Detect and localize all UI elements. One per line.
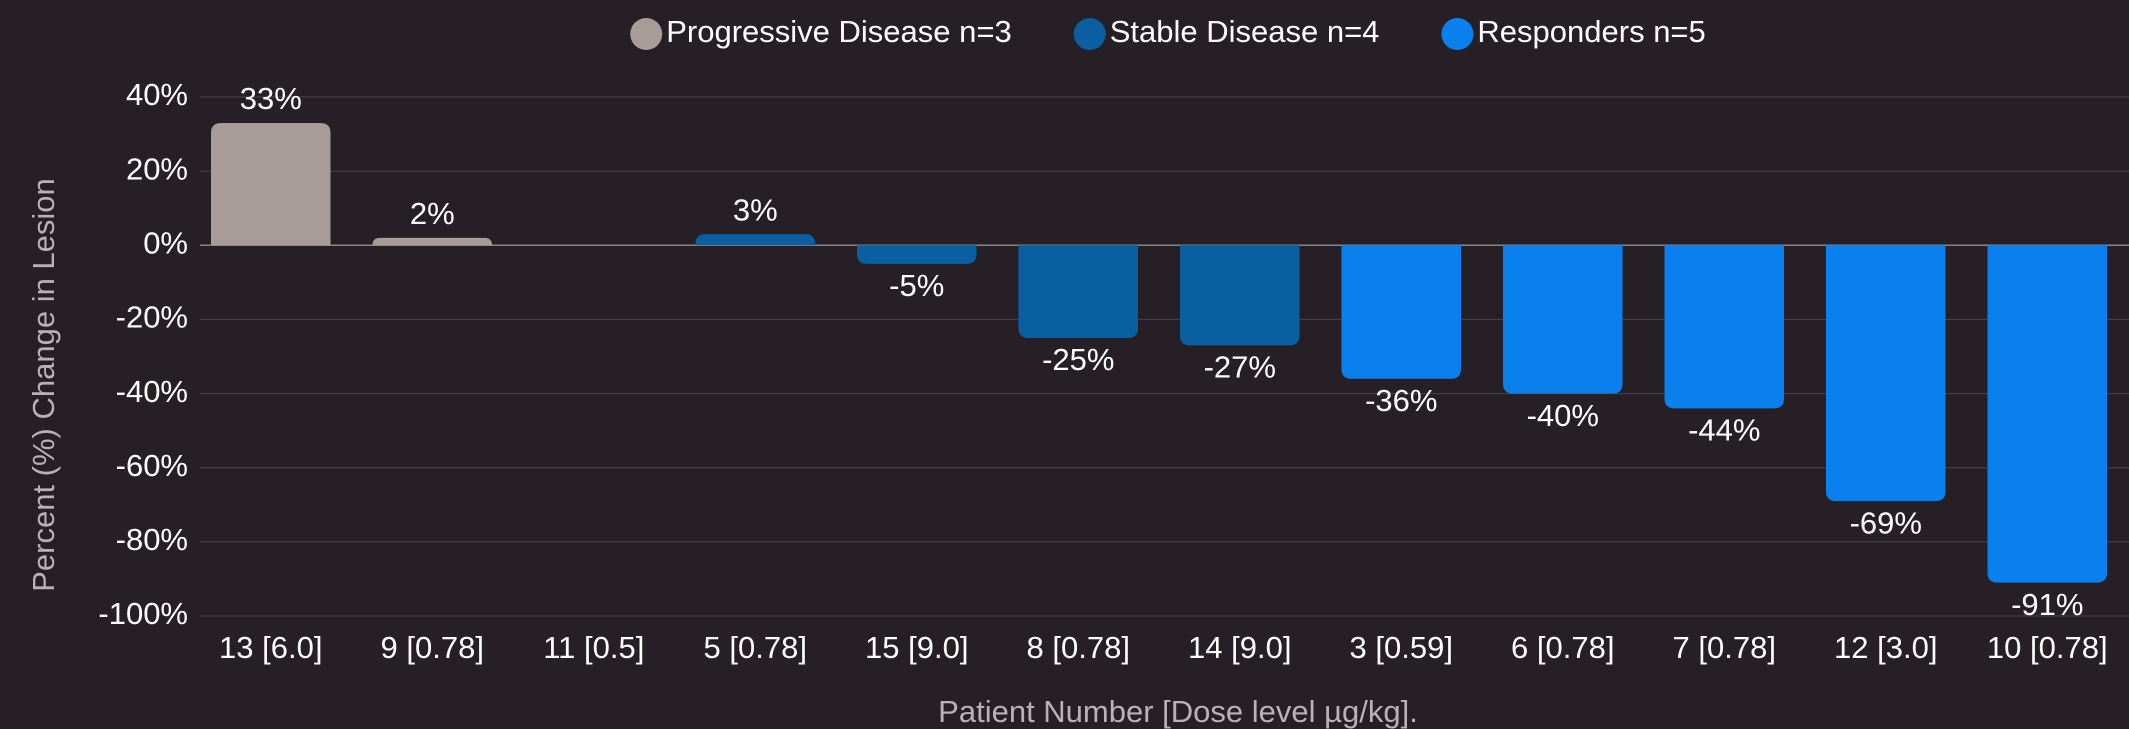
legend-label: Progressive Disease n=3 bbox=[666, 14, 1011, 49]
bar bbox=[1018, 245, 1139, 338]
y-tick-label: -100% bbox=[98, 596, 188, 631]
y-tick-label: -40% bbox=[116, 374, 188, 409]
legend-marker bbox=[1441, 18, 1474, 50]
x-tick-label: 14 [9.0] bbox=[1188, 630, 1291, 665]
y-tick-label: 0% bbox=[143, 225, 188, 260]
data-label: -91% bbox=[2011, 587, 2083, 622]
data-label: -44% bbox=[1688, 413, 1760, 448]
data-label: 2% bbox=[410, 196, 455, 231]
y-tick-label: 40% bbox=[126, 77, 188, 112]
x-tick-label: 8 [0.78] bbox=[1027, 630, 1130, 665]
bar bbox=[372, 237, 493, 246]
bar bbox=[695, 234, 816, 246]
legend-label: Stable Disease n=4 bbox=[1110, 14, 1380, 49]
x-tick-label: 6 [0.78] bbox=[1511, 630, 1614, 665]
bar bbox=[1664, 245, 1785, 409]
y-tick-label: -60% bbox=[116, 448, 188, 483]
legend-label: Responders n=5 bbox=[1477, 14, 1705, 49]
legend-marker bbox=[630, 18, 663, 50]
bar bbox=[1502, 245, 1623, 394]
data-label: -69% bbox=[1850, 505, 1922, 540]
data-label: -36% bbox=[1365, 383, 1437, 418]
x-tick-label: 7 [0.78] bbox=[1673, 630, 1776, 665]
legend-marker bbox=[1073, 18, 1106, 50]
bar bbox=[1341, 245, 1462, 379]
data-label: 33% bbox=[240, 81, 302, 116]
bar bbox=[1179, 245, 1300, 346]
data-label: -5% bbox=[889, 268, 944, 303]
x-axis-title: Patient Number [Dose level µg/kg]. bbox=[938, 694, 1418, 729]
bar bbox=[856, 245, 977, 264]
y-tick-label: -20% bbox=[116, 300, 188, 335]
y-tick-label: 20% bbox=[126, 151, 188, 186]
x-tick-label: 10 [0.78] bbox=[1987, 630, 2108, 665]
bar bbox=[210, 122, 331, 246]
x-tick-label: 3 [0.59] bbox=[1350, 630, 1453, 665]
x-tick-label: 13 [6.0] bbox=[219, 630, 322, 665]
data-label: -27% bbox=[1204, 350, 1276, 385]
x-tick-label: 12 [3.0] bbox=[1834, 630, 1937, 665]
x-tick-label: 15 [9.0] bbox=[865, 630, 968, 665]
data-label: 3% bbox=[733, 192, 778, 227]
data-label: -25% bbox=[1042, 342, 1114, 377]
x-tick-label: 9 [0.78] bbox=[381, 630, 484, 665]
data-label: -40% bbox=[1527, 398, 1599, 433]
x-tick-label: 11 [0.5] bbox=[543, 630, 644, 665]
x-tick-label: 5 [0.78] bbox=[704, 630, 807, 665]
bar bbox=[1987, 245, 2108, 583]
y-axis-title: Percent (%) Change in Lesion bbox=[26, 178, 61, 592]
bar bbox=[1825, 245, 1946, 502]
y-tick-label: -80% bbox=[116, 522, 188, 557]
